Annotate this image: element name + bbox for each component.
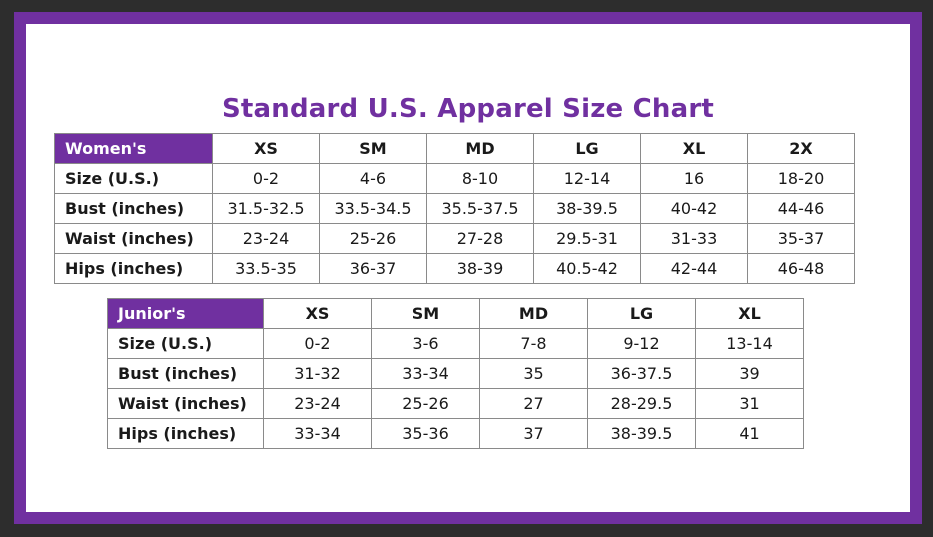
table-row: Waist (inches) 23-24 25-26 27 28-29.5 31 bbox=[107, 388, 804, 419]
table-cell: 9-12 bbox=[587, 328, 696, 359]
table-cell: 41 bbox=[695, 418, 804, 449]
row-label: Bust (inches) bbox=[54, 193, 213, 224]
table-cell: 13-14 bbox=[695, 328, 804, 359]
table-cell: 0-2 bbox=[263, 328, 372, 359]
row-label: Size (U.S.) bbox=[107, 328, 264, 359]
size-header: XS bbox=[263, 298, 372, 329]
table-cell: 27-28 bbox=[426, 223, 534, 254]
table-cell: 31 bbox=[695, 388, 804, 419]
table-cell: 7-8 bbox=[479, 328, 588, 359]
size-header: XS bbox=[212, 133, 320, 164]
table-cell: 36-37.5 bbox=[587, 358, 696, 389]
table-cell: 38-39 bbox=[426, 253, 534, 284]
juniors-size-table: Junior's XS SM MD LG XL Size (U.S.) 0-2 … bbox=[107, 298, 804, 449]
table-cell: 28-29.5 bbox=[587, 388, 696, 419]
table-cell: 3-6 bbox=[371, 328, 480, 359]
table-cell: 29.5-31 bbox=[533, 223, 641, 254]
womens-size-table: Women's XS SM MD LG XL 2X Size (U.S.) 0-… bbox=[54, 133, 855, 284]
row-label: Bust (inches) bbox=[107, 358, 264, 389]
table-cell: 31-32 bbox=[263, 358, 372, 389]
table-cell: 46-48 bbox=[747, 253, 855, 284]
size-header: SM bbox=[371, 298, 480, 329]
size-header: LG bbox=[533, 133, 641, 164]
table-cell: 33.5-34.5 bbox=[319, 193, 427, 224]
table-header-row: Women's XS SM MD LG XL 2X bbox=[54, 133, 855, 164]
table-cell: 35.5-37.5 bbox=[426, 193, 534, 224]
table-cell: 4-6 bbox=[319, 163, 427, 194]
table-title-cell: Junior's bbox=[107, 298, 264, 329]
table-cell: 38-39.5 bbox=[533, 193, 641, 224]
table-cell: 0-2 bbox=[212, 163, 320, 194]
row-label: Size (U.S.) bbox=[54, 163, 213, 194]
table-cell: 27 bbox=[479, 388, 588, 419]
table-cell: 12-14 bbox=[533, 163, 641, 194]
table-cell: 23-24 bbox=[263, 388, 372, 419]
size-header: LG bbox=[587, 298, 696, 329]
table-cell: 44-46 bbox=[747, 193, 855, 224]
table-cell: 39 bbox=[695, 358, 804, 389]
table-cell: 16 bbox=[640, 163, 748, 194]
size-header: MD bbox=[426, 133, 534, 164]
table-cell: 25-26 bbox=[319, 223, 427, 254]
row-label: Hips (inches) bbox=[107, 418, 264, 449]
page-title: Standard U.S. Apparel Size Chart bbox=[221, 94, 715, 124]
table-cell: 36-37 bbox=[319, 253, 427, 284]
table-cell: 31-33 bbox=[640, 223, 748, 254]
size-header: XL bbox=[640, 133, 748, 164]
table-cell: 8-10 bbox=[426, 163, 534, 194]
table-cell: 25-26 bbox=[371, 388, 480, 419]
table-title-cell: Women's bbox=[54, 133, 213, 164]
table-cell: 35-37 bbox=[747, 223, 855, 254]
size-header: XL bbox=[695, 298, 804, 329]
table-row: Bust (inches) 31-32 33-34 35 36-37.5 39 bbox=[107, 358, 804, 389]
size-header: SM bbox=[319, 133, 427, 164]
table-row: Size (U.S.) 0-2 3-6 7-8 9-12 13-14 bbox=[107, 328, 804, 359]
row-label: Waist (inches) bbox=[107, 388, 264, 419]
table-row: Hips (inches) 33.5-35 36-37 38-39 40.5-4… bbox=[54, 253, 855, 284]
table-cell: 31.5-32.5 bbox=[212, 193, 320, 224]
table-cell: 18-20 bbox=[747, 163, 855, 194]
table-cell: 38-39.5 bbox=[587, 418, 696, 449]
table-cell: 23-24 bbox=[212, 223, 320, 254]
size-header: 2X bbox=[747, 133, 855, 164]
table-cell: 35-36 bbox=[371, 418, 480, 449]
table-cell: 37 bbox=[479, 418, 588, 449]
table-row: Hips (inches) 33-34 35-36 37 38-39.5 41 bbox=[107, 418, 804, 449]
table-cell: 40-42 bbox=[640, 193, 748, 224]
table-cell: 33.5-35 bbox=[212, 253, 320, 284]
size-header: MD bbox=[479, 298, 588, 329]
table-cell: 40.5-42 bbox=[533, 253, 641, 284]
row-label: Waist (inches) bbox=[54, 223, 213, 254]
table-row: Waist (inches) 23-24 25-26 27-28 29.5-31… bbox=[54, 223, 855, 254]
table-row: Bust (inches) 31.5-32.5 33.5-34.5 35.5-3… bbox=[54, 193, 855, 224]
table-cell: 33-34 bbox=[371, 358, 480, 389]
table-row: Size (U.S.) 0-2 4-6 8-10 12-14 16 18-20 bbox=[54, 163, 855, 194]
table-header-row: Junior's XS SM MD LG XL bbox=[107, 298, 804, 329]
table-cell: 33-34 bbox=[263, 418, 372, 449]
table-cell: 35 bbox=[479, 358, 588, 389]
row-label: Hips (inches) bbox=[54, 253, 213, 284]
table-cell: 42-44 bbox=[640, 253, 748, 284]
